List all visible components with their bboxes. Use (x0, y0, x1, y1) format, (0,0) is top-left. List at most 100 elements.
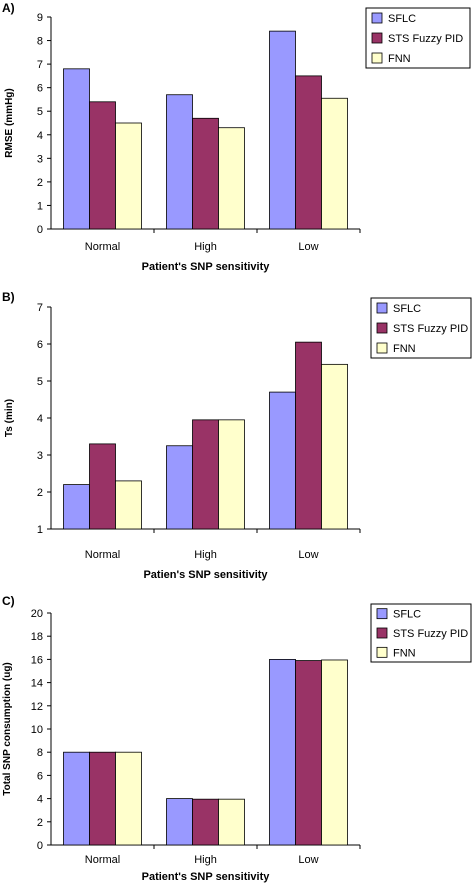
legend-swatch (376, 302, 388, 314)
bar-sts-fuzzy-pid (295, 660, 322, 846)
bar-sts-fuzzy-pid (89, 751, 116, 846)
y-tick-label: 14 (31, 678, 43, 690)
legend-box (370, 603, 472, 663)
y-tick-label: 7 (37, 59, 43, 71)
y-tick-label: 16 (31, 654, 43, 666)
bar-sflc (269, 391, 296, 530)
bar-fnn (321, 659, 348, 846)
legend-entry: FNN (393, 647, 416, 659)
x-tick-label: Normal (85, 549, 120, 561)
y-axis-label: Ts (min) (4, 399, 15, 437)
x-tick-label: High (194, 854, 217, 866)
bar-fnn (321, 97, 348, 230)
bar-sflc (166, 94, 193, 230)
y-tick-label: 12 (31, 701, 43, 713)
legend: SFLC STS Fuzzy PID FNN (365, 7, 471, 69)
bar-sflc (63, 68, 90, 230)
y-tick-label: 4 (37, 794, 43, 806)
y-tick-label: 20 (31, 608, 43, 620)
y-tick-label: 1 (37, 524, 43, 536)
x-tick-label: High (194, 549, 217, 561)
y-tick-label: 6 (37, 770, 43, 782)
legend-entry: STS Fuzzy PID (393, 323, 468, 335)
y-tick-label: 18 (31, 631, 43, 643)
legend-swatch (376, 322, 388, 334)
y-tick-label: 1 (37, 200, 43, 212)
bar-fnn (218, 127, 245, 230)
bar-sflc (269, 30, 296, 230)
y-tick-label: 5 (37, 376, 43, 388)
chart-panel-3: C) 0 2 4 6 8 10 12 14 16 18 20 Total SNP consumption… (2, 594, 472, 883)
chart-panel-2: B) 1 2 3 4 5 6 7 Ts (min) Normal High Low Patien's S… (2, 290, 472, 581)
bar-sflc (269, 659, 296, 846)
x-tick-label: Low (298, 549, 318, 561)
y-tick-label: 8 (37, 36, 43, 48)
x-tick-label: Normal (85, 854, 120, 866)
bar-fnn (218, 798, 245, 846)
legend-entry: STS Fuzzy PID (393, 628, 468, 640)
legend-entry: SFLC (393, 609, 421, 621)
legend-box (365, 7, 471, 69)
legend-entry: STS Fuzzy PID (388, 33, 463, 45)
x-tick-label: Normal (85, 241, 120, 253)
legend-box (370, 297, 472, 359)
y-tick-label: 5 (37, 106, 43, 118)
x-tick-label: High (194, 241, 217, 253)
legend-swatch (376, 627, 388, 639)
panel-label: B) (2, 290, 15, 304)
bar-sts-fuzzy-pid (192, 798, 219, 846)
y-tick-label: 2 (37, 487, 43, 499)
y-tick-label: 6 (37, 83, 43, 95)
bar-sflc (166, 445, 193, 530)
bar-sts-fuzzy-pid (295, 75, 322, 230)
y-tick-label: 9 (37, 12, 43, 24)
y-tick-label: 4 (37, 413, 43, 425)
legend-swatch (371, 52, 383, 64)
bar-sts-fuzzy-pid (192, 419, 219, 530)
y-tick-label: 3 (37, 153, 43, 165)
bar-fnn (115, 751, 142, 846)
legend-swatch (376, 342, 388, 354)
bar-fnn (218, 419, 245, 530)
bar-fnn (115, 480, 142, 530)
legend-entry: SFLC (388, 13, 416, 25)
chart-panel-1: A) 0 1 2 3 4 5 6 7 8 9 RMSE (mmHg) Normal High Low Pati… (2, 1, 471, 273)
legend: SFLC STS Fuzzy PID FNN (370, 297, 472, 359)
legend: SFLC STS Fuzzy PID FNN (370, 603, 472, 663)
x-tick-label: Low (298, 854, 318, 866)
bar-sflc (166, 798, 193, 846)
panel-label: A) (2, 1, 15, 15)
y-tick-label: 2 (37, 177, 43, 189)
bar-fnn (321, 363, 348, 530)
y-tick-label: 4 (37, 130, 43, 142)
y-tick-label: 7 (37, 302, 43, 314)
legend-swatch (371, 12, 383, 24)
y-tick-label: 0 (37, 840, 43, 852)
y-axis-label: Total SNP consumption (ug) (2, 662, 13, 796)
x-tick-label: Low (298, 241, 318, 253)
y-tick-label: 10 (31, 724, 43, 736)
legend-swatch (371, 32, 383, 44)
bar-sflc (63, 484, 90, 530)
legend-entry: SFLC (393, 303, 421, 315)
y-tick-label: 2 (37, 817, 43, 829)
y-tick-label: 6 (37, 339, 43, 351)
bar-sts-fuzzy-pid (295, 341, 322, 530)
panel-label: C) (2, 594, 15, 608)
y-tick-label: 0 (37, 224, 43, 236)
legend-entry: FNN (393, 343, 416, 355)
bar-sflc (63, 751, 90, 846)
x-axis-label: Patient's SNP sensitivity (142, 261, 271, 273)
bar-fnn (115, 122, 142, 230)
bar-sts-fuzzy-pid (89, 443, 116, 530)
legend-swatch (376, 646, 388, 658)
legend-entry: FNN (388, 53, 411, 65)
bar-sts-fuzzy-pid (89, 101, 116, 230)
y-axis-label: RMSE (mmHg) (4, 88, 15, 157)
x-axis-label: Patient's SNP sensitivity (142, 871, 271, 883)
y-tick-label: 8 (37, 747, 43, 759)
bar-sts-fuzzy-pid (192, 117, 219, 230)
legend-swatch (376, 608, 388, 620)
y-tick-label: 3 (37, 450, 43, 462)
